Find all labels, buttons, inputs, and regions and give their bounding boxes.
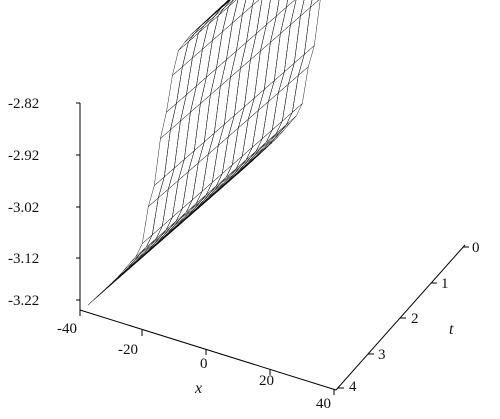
surface-cell — [250, 24, 267, 61]
surface-cell — [285, 103, 303, 125]
surface-cell — [264, 33, 281, 90]
surface-cell — [252, 0, 260, 7]
surface-cell — [254, 41, 271, 99]
surface-cell — [256, 0, 271, 35]
surface-cell — [310, 0, 320, 8]
surface-cell — [204, 85, 221, 143]
surface-cell — [267, 71, 285, 103]
surface-cell — [187, 141, 205, 173]
z-tick-label: -3.02 — [8, 200, 39, 216]
z-tick-label: -2.82 — [8, 96, 39, 112]
surface-cell — [257, 79, 275, 112]
surface-cell — [217, 114, 235, 147]
surface-cell — [274, 24, 291, 82]
surface-cell — [184, 103, 201, 160]
z-tick-label: -3.12 — [8, 251, 39, 267]
surface-cell — [170, 94, 187, 131]
surface-cell — [286, 0, 296, 8]
surface-cell — [270, 6, 287, 43]
t-tick-label: 0 — [472, 240, 480, 256]
t-tick-label: 2 — [411, 311, 419, 327]
t-axis-title: t — [449, 321, 454, 338]
surface-cell — [300, 0, 313, 17]
surface-cell — [228, 0, 230, 1]
surface-cell — [304, 0, 321, 55]
surface-cell — [224, 0, 234, 8]
surface-cell — [297, 44, 315, 77]
surface-cell — [202, 14, 219, 50]
surface-cell — [240, 32, 257, 70]
z-tick-label: -2.92 — [8, 148, 39, 164]
x-axis-title: x — [194, 380, 202, 397]
surface-cell — [207, 123, 225, 155]
x-tick-label: 20 — [259, 373, 274, 389]
surface-cell — [280, 0, 297, 35]
surface-cell — [228, 0, 237, 7]
surface-cell — [224, 68, 241, 125]
surface-cell — [230, 41, 247, 78]
surface-cell — [277, 62, 295, 94]
t-tick-label: 3 — [378, 347, 386, 363]
surface-cell — [177, 149, 195, 182]
surface-cell — [247, 88, 265, 120]
x-tick-label: -40 — [57, 321, 77, 337]
surface-cell — [182, 32, 199, 68]
surface-cell — [180, 85, 197, 122]
surface-cell — [276, 0, 288, 17]
surface-cell — [174, 111, 191, 169]
t-tick-label: 1 — [441, 276, 449, 292]
surface-cell — [194, 94, 211, 152]
surface-cell — [167, 158, 185, 190]
x-tick-label: 40 — [316, 396, 331, 412]
surface-cell — [244, 50, 261, 108]
surface-cell — [284, 15, 301, 73]
surface-cell — [237, 97, 255, 129]
surface-cell — [154, 129, 171, 187]
surface-cell — [232, 0, 247, 24]
surface-cell — [212, 6, 229, 42]
surface-cell — [220, 50, 237, 87]
x-axis-line — [79, 309, 337, 391]
surface-cell — [198, 16, 215, 34]
surface-cell — [214, 76, 231, 134]
surface-cell — [197, 132, 215, 164]
x-tick-label: 0 — [200, 356, 208, 372]
surface-cell — [242, 0, 254, 15]
surface-cell — [246, 0, 263, 43]
surface-cell — [287, 53, 305, 85]
surface-cell — [260, 15, 277, 52]
surface-cell — [157, 167, 175, 199]
surface-cell — [234, 59, 251, 117]
axes: -2.82 -2.92 -3.02 -3.12 -3.22 -40 -20 0 … — [8, 96, 480, 412]
surface-cell — [266, 0, 280, 26]
surface-cell — [172, 41, 189, 77]
surface — [87, 0, 321, 306]
surface-cell — [192, 23, 209, 59]
surface-cell — [190, 76, 207, 113]
surface-cell — [160, 102, 177, 140]
surface-cell — [227, 106, 245, 138]
surface-cell — [294, 6, 311, 64]
t-tick-label: 4 — [349, 379, 357, 395]
z-tick-label: -3.22 — [8, 293, 39, 309]
surface-cell — [164, 120, 181, 178]
surface-cell — [147, 176, 165, 208]
surface-cell — [188, 24, 205, 42]
surface-cell — [178, 33, 195, 51]
surface-cell — [290, 0, 305, 26]
surface-cell — [210, 59, 227, 96]
x-tick-label: -20 — [118, 342, 138, 358]
surface-cell — [200, 67, 217, 105]
